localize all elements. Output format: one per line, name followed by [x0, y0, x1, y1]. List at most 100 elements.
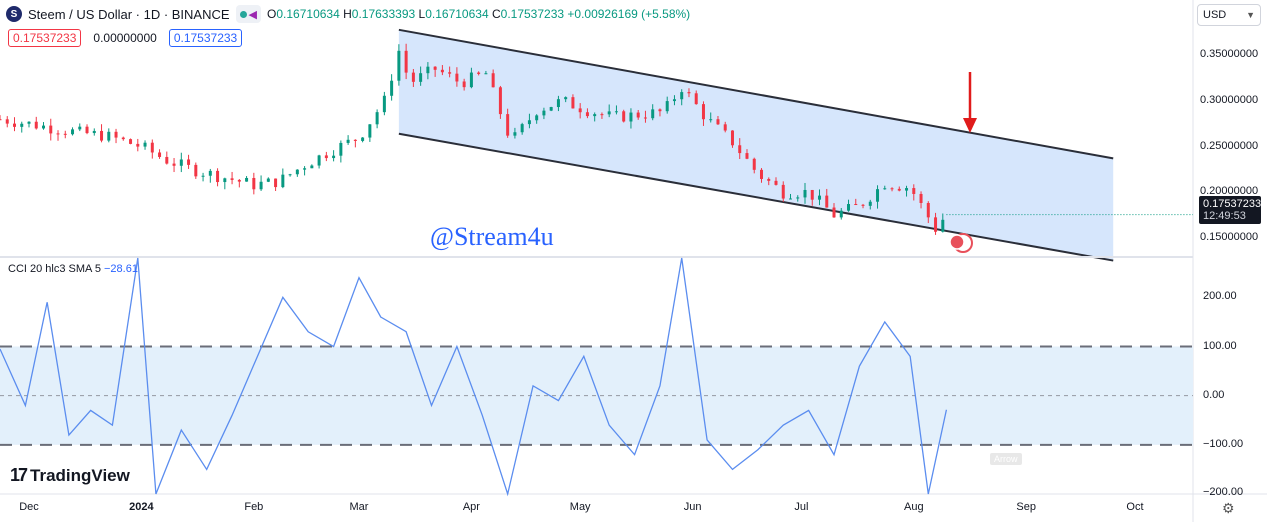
- candle-body: [513, 132, 517, 136]
- sell-price-box[interactable]: 0.17537233: [8, 29, 82, 47]
- candle: [716, 115, 720, 125]
- candle: [92, 128, 96, 136]
- candle-body: [571, 97, 575, 109]
- candle-body: [890, 188, 894, 190]
- currency-value: USD: [1203, 9, 1227, 21]
- candle: [941, 213, 945, 233]
- candle: [34, 116, 38, 130]
- candle: [803, 182, 807, 204]
- gear-icon[interactable]: ⚙: [1222, 500, 1235, 516]
- candle: [455, 67, 459, 87]
- candle-body: [20, 123, 24, 127]
- time-axis-label: Sep: [1016, 501, 1036, 513]
- candle: [854, 198, 858, 206]
- candle-body: [701, 104, 705, 120]
- last-price-value: 0.17537233: [1203, 198, 1262, 210]
- candle: [825, 188, 829, 208]
- candle: [252, 172, 256, 195]
- candle-body: [332, 155, 336, 159]
- candle-body: [694, 93, 698, 105]
- candle-body: [390, 80, 394, 96]
- candle-body: [448, 72, 452, 74]
- candle: [636, 109, 640, 120]
- candle: [738, 138, 742, 160]
- candle: [63, 130, 67, 139]
- candle-body: [404, 50, 408, 73]
- candle-body: [825, 195, 829, 208]
- candle-body: [542, 110, 546, 116]
- candle-body: [158, 152, 162, 157]
- candle: [701, 101, 705, 126]
- candle: [78, 123, 82, 132]
- candle: [71, 127, 75, 136]
- candle-body: [259, 181, 263, 190]
- candle-body: [419, 73, 423, 82]
- candle-body: [397, 50, 401, 81]
- currency-select[interactable]: USD ▼: [1197, 4, 1261, 26]
- candle: [622, 109, 626, 123]
- market-status[interactable]: ◀: [235, 5, 262, 23]
- candle: [332, 150, 336, 162]
- candle: [85, 124, 89, 135]
- indicator-axis-label: 200.00: [1203, 290, 1237, 303]
- high-value: 0.17633393: [351, 7, 416, 21]
- flag-icon: ◀: [248, 8, 258, 21]
- candle-body: [477, 72, 481, 74]
- candle: [883, 185, 887, 190]
- candle: [796, 195, 800, 202]
- candle-body: [912, 188, 916, 194]
- candle: [346, 135, 350, 145]
- candle: [571, 94, 575, 109]
- candle-body: [42, 125, 46, 129]
- candle: [368, 124, 372, 142]
- candle-body: [143, 142, 147, 147]
- candle-body: [876, 189, 880, 202]
- candle: [259, 175, 263, 191]
- candle-body: [803, 189, 807, 198]
- candle: [730, 130, 734, 148]
- candle-body: [636, 112, 640, 118]
- ohlc-values: O0.16710634 H0.17633393 L0.16710634 C0.1…: [267, 7, 691, 21]
- price-axis-label: 0.30000000: [1200, 93, 1259, 106]
- candle-body: [861, 204, 865, 206]
- candle-body: [382, 95, 386, 113]
- candle-body: [411, 72, 415, 82]
- candle: [100, 124, 104, 143]
- tradingview-logo[interactable]: 17 TradingView: [10, 465, 130, 486]
- candle: [266, 177, 270, 183]
- candle-body: [339, 142, 343, 156]
- price-axis-label: 0.35000000: [1200, 48, 1259, 61]
- tradingview-mark-icon: 17: [10, 465, 28, 485]
- candle: [585, 108, 589, 119]
- candle: [745, 149, 749, 160]
- candle: [274, 178, 278, 191]
- candle: [129, 138, 133, 145]
- candle-body: [281, 174, 285, 188]
- buy-price-box[interactable]: 0.17537233: [168, 29, 243, 47]
- indicator-name: CCI 20 hlc3 SMA 5: [8, 263, 101, 275]
- candle: [847, 199, 851, 212]
- channel-fill: [398, 29, 1114, 261]
- candle: [651, 104, 655, 121]
- candle-body: [665, 101, 669, 112]
- candle: [107, 128, 111, 143]
- symbol-title[interactable]: Steem / US Dollar · 1D · BINANCE: [28, 6, 230, 22]
- candle: [317, 154, 321, 169]
- indicator-legend[interactable]: CCI 20 hlc3 SMA 5 −28.61: [8, 263, 138, 275]
- candle-body: [150, 142, 154, 153]
- candle-body: [0, 119, 2, 121]
- candle: [839, 207, 843, 220]
- candle: [810, 189, 814, 206]
- candle-body: [941, 219, 945, 232]
- candle-body: [643, 117, 647, 119]
- candle: [912, 184, 916, 201]
- candle-body: [839, 210, 843, 218]
- candle-body: [498, 87, 502, 115]
- candle: [600, 112, 604, 119]
- candle-body: [491, 73, 495, 88]
- candle: [295, 169, 299, 177]
- candle: [201, 172, 205, 182]
- candle-body: [556, 99, 560, 108]
- candle: [353, 139, 357, 148]
